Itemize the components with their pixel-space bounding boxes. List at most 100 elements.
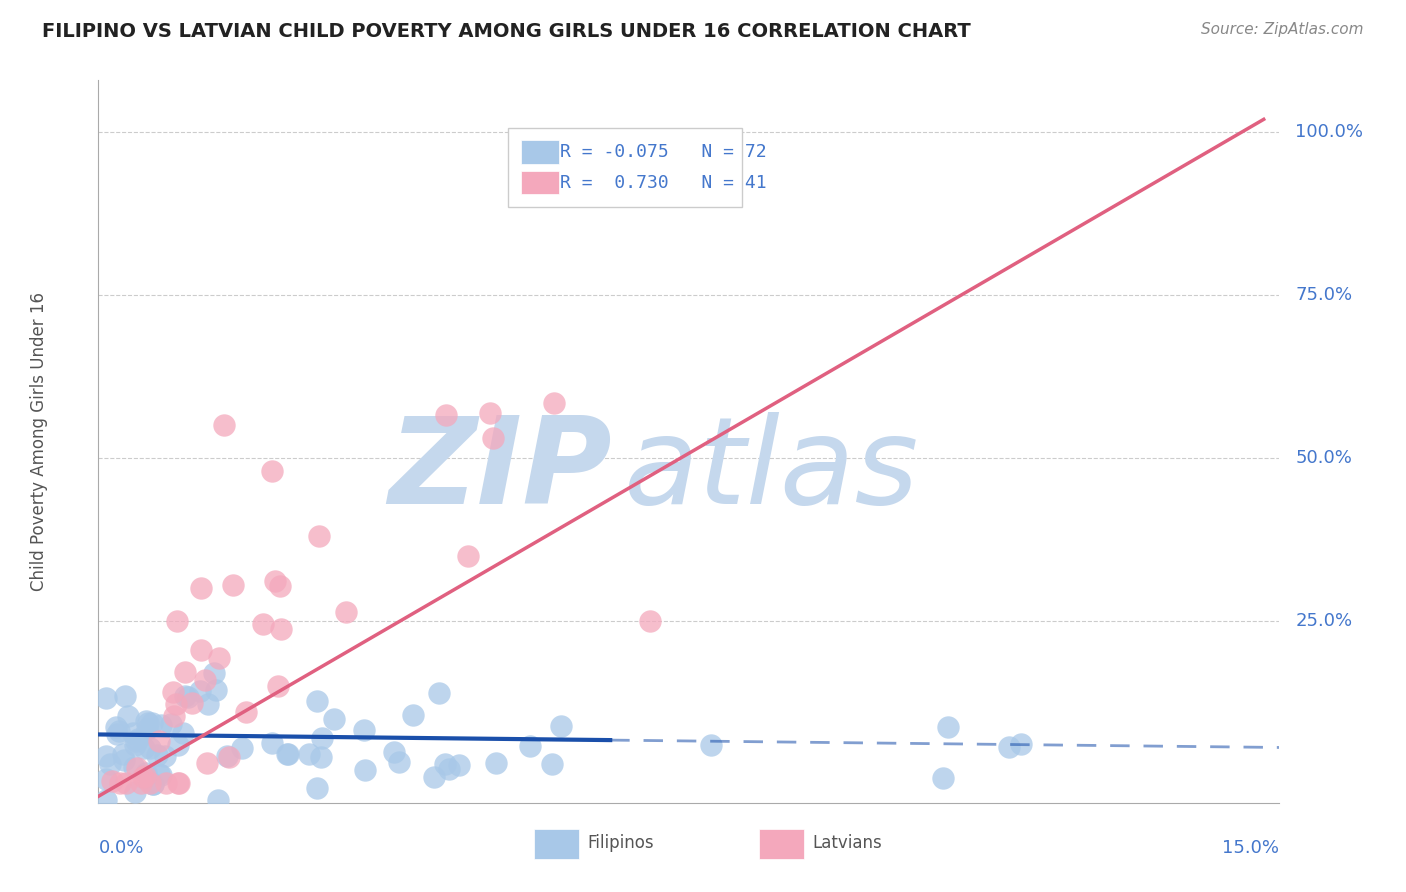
Point: [401, 708, 423, 723]
Point: [114, 689, 136, 703]
Point: [353, 723, 375, 738]
Point: [174, 665, 197, 679]
Point: [180, 697, 202, 711]
Point: [141, 716, 163, 731]
Point: [163, 708, 186, 723]
Point: [422, 770, 444, 784]
Point: [457, 549, 479, 564]
Point: [148, 733, 170, 747]
Point: [235, 706, 257, 720]
Text: 0.0%: 0.0%: [98, 838, 143, 856]
Text: 100.0%: 100.0%: [1295, 123, 1364, 141]
Point: [155, 749, 177, 764]
Point: [215, 748, 238, 763]
Text: Child Poverty Among Girls Under 16: Child Poverty Among Girls Under 16: [31, 292, 48, 591]
Point: [270, 622, 292, 636]
Point: [115, 776, 138, 790]
Point: [167, 776, 190, 790]
Text: Filipinos: Filipinos: [588, 834, 654, 852]
Point: [148, 767, 170, 781]
Point: [105, 720, 128, 734]
Point: [105, 727, 128, 741]
Point: [208, 651, 231, 665]
Point: [353, 763, 375, 777]
Point: [159, 717, 181, 731]
Point: [124, 760, 146, 774]
Point: [112, 753, 135, 767]
Point: [267, 679, 290, 693]
Point: [162, 685, 184, 699]
Point: [205, 683, 228, 698]
Point: [142, 777, 165, 791]
Text: R =  0.730   N = 41: R = 0.730 N = 41: [561, 174, 768, 192]
Point: [127, 731, 149, 746]
Point: [174, 689, 197, 703]
Point: [125, 761, 148, 775]
Point: [172, 726, 194, 740]
Point: [131, 770, 153, 784]
Point: [112, 747, 135, 762]
Point: [197, 697, 219, 711]
Text: 50.0%: 50.0%: [1295, 449, 1353, 467]
Point: [439, 762, 461, 776]
Point: [269, 579, 291, 593]
Text: FILIPINO VS LATVIAN CHILD POVERTY AMONG GIRLS UNDER 16 CORRELATION CHART: FILIPINO VS LATVIAN CHILD POVERTY AMONG …: [42, 22, 972, 41]
Text: 25.0%: 25.0%: [1295, 612, 1353, 630]
Point: [96, 772, 118, 786]
Point: [135, 722, 157, 736]
Point: [135, 766, 157, 780]
Point: [177, 690, 200, 704]
Point: [335, 605, 357, 619]
Point: [308, 529, 330, 543]
Point: [427, 686, 450, 700]
Point: [125, 734, 148, 748]
Point: [149, 717, 172, 731]
Point: [519, 739, 541, 754]
Point: [108, 776, 131, 790]
Point: [124, 785, 146, 799]
Point: [207, 792, 229, 806]
Text: Source: ZipAtlas.com: Source: ZipAtlas.com: [1201, 22, 1364, 37]
Point: [117, 709, 139, 723]
Point: [323, 712, 346, 726]
Point: [108, 724, 131, 739]
Point: [96, 690, 118, 705]
Point: [298, 747, 321, 761]
Point: [202, 665, 225, 680]
Point: [101, 773, 124, 788]
Point: [121, 725, 143, 739]
Point: [997, 740, 1019, 755]
Point: [481, 431, 503, 445]
Point: [214, 418, 236, 433]
Point: [146, 747, 169, 762]
Point: [1010, 737, 1032, 751]
Point: [700, 738, 723, 752]
Point: [188, 683, 211, 698]
Point: [132, 741, 155, 756]
Point: [433, 756, 456, 771]
Point: [166, 776, 188, 790]
Point: [485, 756, 508, 770]
Text: Latvians: Latvians: [813, 834, 883, 852]
Point: [277, 747, 299, 762]
Point: [98, 756, 121, 771]
Point: [305, 694, 328, 708]
Text: 15.0%: 15.0%: [1222, 838, 1279, 856]
Point: [135, 714, 157, 728]
Point: [166, 738, 188, 752]
Point: [307, 780, 329, 795]
Point: [124, 738, 146, 752]
Text: 75.0%: 75.0%: [1295, 286, 1353, 304]
Point: [550, 719, 572, 733]
Point: [311, 731, 333, 746]
Point: [155, 776, 177, 790]
Point: [264, 574, 287, 588]
Point: [166, 614, 188, 628]
Point: [434, 408, 457, 422]
Point: [260, 464, 283, 478]
Point: [190, 581, 212, 595]
Point: [252, 616, 274, 631]
Text: R = -0.075   N = 72: R = -0.075 N = 72: [561, 143, 768, 161]
Point: [309, 750, 332, 764]
Text: ZIP: ZIP: [388, 412, 612, 529]
